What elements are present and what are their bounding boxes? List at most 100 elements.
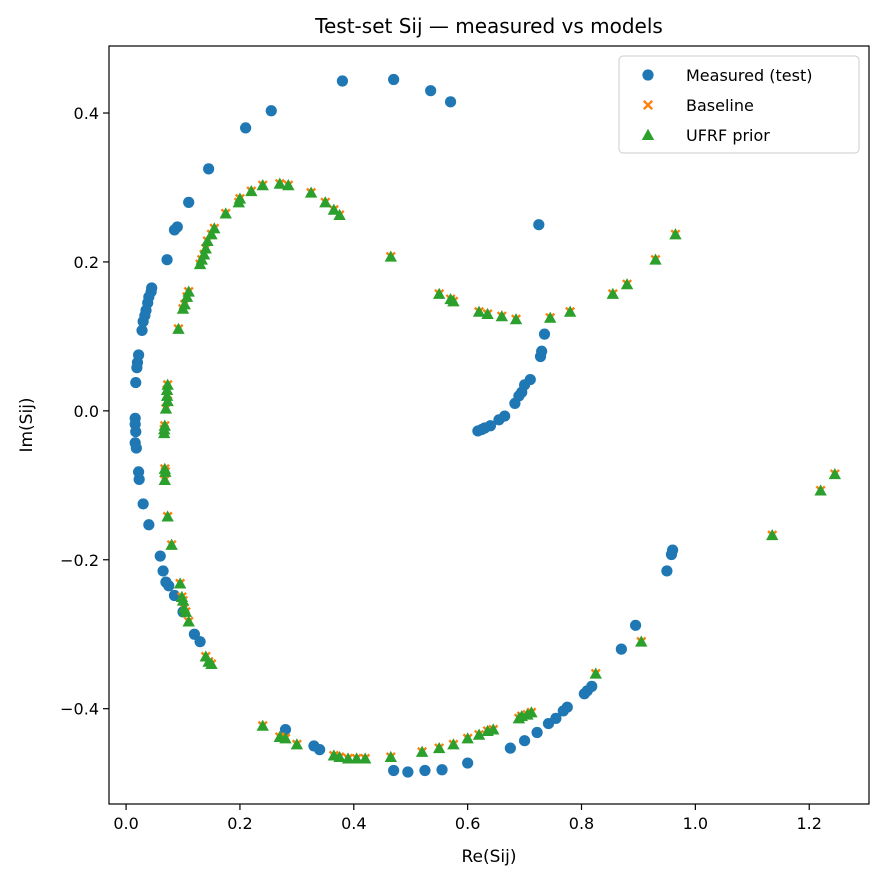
ufrf-prior-point (525, 706, 538, 718)
axes-frame (108, 45, 870, 805)
ufrf-prior-point (649, 253, 662, 265)
plot-area (129, 73, 842, 778)
ufrf-prior-point (447, 295, 460, 307)
x-tick-label: 0.8 (569, 814, 594, 833)
chart-title: Test-set Sij — measured vs models (314, 14, 663, 38)
x-axis: 0.0 0.2 0.4 0.6 0.8 1.0 1.2 (113, 804, 822, 833)
measured-point (436, 764, 448, 776)
ufrf-prior-point (472, 728, 486, 740)
ufrf-prior-point (415, 745, 429, 757)
ufrf-prior-point (176, 594, 190, 606)
ufrf-prior-point (232, 196, 245, 208)
legend-box (618, 55, 860, 154)
measured-point (157, 565, 169, 577)
measured-point (163, 580, 175, 592)
legend-marker (642, 69, 654, 81)
ufrf-prior-point (432, 287, 446, 299)
x-tick-label: 0.2 (227, 814, 252, 833)
y-axis-label: Im(Sij) (17, 397, 37, 452)
measured-point (538, 328, 551, 340)
measured-point (561, 701, 573, 713)
ufrf-prior-point (333, 750, 346, 763)
ufrf-prior-point (319, 196, 332, 208)
ufrf-prior-point (182, 615, 195, 627)
measured-point (531, 726, 543, 739)
ufrf-prior-point (160, 383, 174, 395)
ufrf-prior-point (205, 657, 218, 669)
ufrf-prior-point (199, 242, 212, 254)
ufrf-prior-point (245, 184, 258, 197)
ufrf-prior-point (333, 208, 346, 220)
x-tick-label: 1.2 (796, 814, 821, 833)
ufrf-prior-point (256, 719, 269, 731)
ufrf-prior-point (290, 738, 304, 750)
measured-point (661, 565, 673, 577)
ufrf-prior-point (461, 732, 474, 744)
y-tick-label: 0.0 (74, 402, 99, 421)
ufrf-prior-point (447, 738, 460, 750)
measured-point (168, 589, 181, 602)
x-tick-label: 0.4 (341, 814, 366, 833)
ufrf-prior-point (165, 538, 178, 550)
ufrf-prior-point (172, 322, 185, 334)
ufrf-prior-point (606, 287, 620, 299)
x-tick-label: 0.0 (113, 814, 138, 833)
ufrf-prior-point (158, 426, 171, 439)
measured-point (462, 757, 474, 769)
ufrf-prior-point (543, 311, 557, 323)
ufrf-prior-point (487, 723, 500, 735)
measured-point (509, 397, 521, 410)
measured-point (444, 96, 457, 108)
measured-point (194, 636, 206, 648)
measured-point (143, 519, 155, 531)
ufrf-prior-point (219, 207, 232, 219)
y-tick-label: −0.4 (60, 700, 99, 719)
measured-point (161, 254, 173, 266)
measured-point (425, 85, 437, 97)
legend-label: Baseline (686, 96, 754, 115)
measured-point (137, 315, 149, 328)
ufrf-prior-point (201, 234, 214, 247)
measured-point (518, 735, 531, 747)
measured-point (136, 324, 148, 337)
measured-point (131, 362, 143, 374)
legend: Measured (test) Baseline UFRF prior (618, 55, 860, 154)
x-tick-label: 1.0 (683, 814, 708, 833)
ufrf-prior-point (279, 732, 292, 744)
ufrf-prior-point (432, 741, 446, 754)
ufrf-prior-point (180, 290, 194, 302)
ufrf-prior-point (256, 179, 269, 191)
ufrf-prior-point (159, 402, 173, 414)
ufrf-prior-point (173, 577, 187, 589)
measured-point (402, 766, 414, 778)
ufrf-prior-point (384, 750, 397, 763)
legend-marker (641, 128, 655, 140)
ufrf-prior-point (828, 467, 842, 480)
ufrf-prior-point (358, 752, 372, 764)
legend-label: Measured (test) (686, 66, 812, 85)
measured-point (336, 75, 349, 87)
legend-entry-ufrf-prior: UFRF prior (641, 126, 770, 145)
measured-point (666, 544, 679, 556)
ufrf-prior-point (350, 752, 363, 764)
measured-point (615, 643, 627, 655)
ufrf-prior-point (669, 228, 682, 240)
measured-point (203, 163, 215, 175)
ufrf-prior-point (273, 177, 286, 189)
measured-point (265, 105, 277, 117)
series-ufrf-prior (158, 177, 842, 764)
x-axis-label: Re(Sij) (461, 847, 516, 867)
measured-point (183, 196, 195, 208)
ufrf-prior-point (495, 310, 509, 322)
ufrf-prior-point (159, 465, 172, 477)
legend-entry-measured: Measured (test) (642, 66, 812, 85)
legend-entry-baseline: Baseline (642, 96, 754, 115)
measured-point (504, 742, 516, 754)
measured-point (493, 414, 505, 426)
ufrf-prior-point (161, 510, 174, 522)
y-tick-label: 0.2 (74, 253, 99, 272)
ufrf-prior-point (509, 313, 523, 325)
measured-point (550, 712, 562, 724)
ufrf-prior-point (620, 278, 634, 290)
